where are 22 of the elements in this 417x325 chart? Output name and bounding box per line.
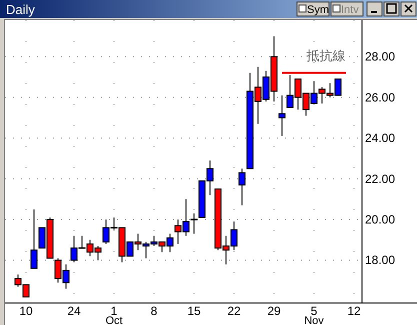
y-tick-label: 20.00 [365, 212, 396, 227]
text: Sym [307, 4, 329, 16]
candlestick [30, 208, 38, 269]
y-tick-label: 22.00 [365, 172, 396, 186]
x-tick-label: 24 [67, 304, 81, 318]
x-tick-label: 15 [187, 304, 201, 318]
text: Intv [341, 4, 360, 16]
x-tick-label: 12 [347, 304, 361, 318]
x-tick-label: 10 [19, 304, 33, 318]
series-label: 抵抗線 [306, 48, 346, 63]
candlestick [238, 168, 246, 206]
y-tick-label: 28.00 [365, 50, 396, 64]
y-tick-label: 26.00 [365, 90, 396, 104]
x-tick-label: 29 [267, 304, 281, 318]
x-tick-label: 8 [150, 304, 158, 318]
y-tick-label: 24.00 [365, 131, 396, 146]
y-tick-label: 18.00 [365, 253, 396, 268]
x-tick-label: 1 Oct [105, 304, 123, 325]
chart-title: Daily [6, 2, 36, 17]
x-tick-label: 5 Nov [304, 304, 324, 325]
candlestick [278, 94, 286, 137]
x-tick-label: 22 [227, 304, 241, 318]
